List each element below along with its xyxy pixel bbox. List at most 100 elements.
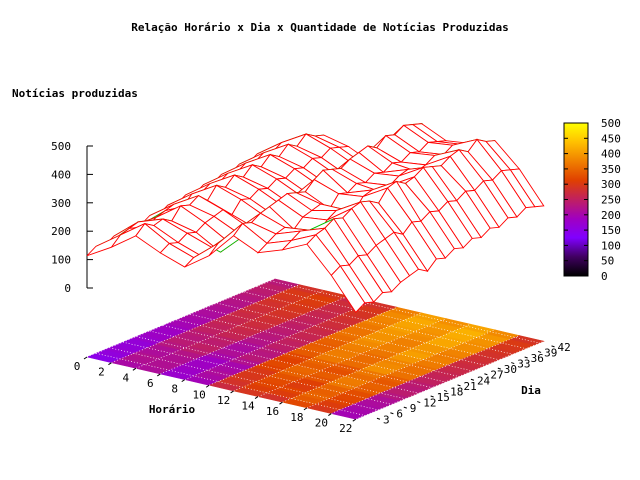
base-grid-line-y <box>230 297 512 363</box>
x-tick-label: 14 <box>241 400 255 413</box>
chart-title: Relação Horário x Dia x Quantidade de No… <box>131 21 509 34</box>
base-grid-line-y <box>122 341 404 408</box>
y-tick-label: 42 <box>558 341 571 354</box>
x-tick-label: 8 <box>171 383 178 396</box>
base-grid-line-x <box>355 340 544 420</box>
colorbar-tick-label: 150 <box>601 224 621 237</box>
y-tick-label: 3 <box>383 413 390 426</box>
base-grid <box>86 278 552 420</box>
base-grid-line-y <box>109 347 391 414</box>
y-tick-mark <box>470 378 475 381</box>
x-tick-mark <box>83 356 88 360</box>
y-tick-label: 27 <box>490 369 503 382</box>
z-axis-label: Notícias produzidas <box>12 87 138 100</box>
base-grid-line-x <box>111 284 300 363</box>
base-grid-line-y <box>136 336 418 402</box>
x-tick-label: 2 <box>98 366 105 379</box>
x-tick-mark <box>108 362 112 366</box>
z-tick-label: 0 <box>64 282 71 295</box>
base-grid-line-y <box>270 280 552 347</box>
colorbar-tick-label: 100 <box>601 239 621 252</box>
colorbar-tick-label: 300 <box>601 178 621 191</box>
base-grid-line-y <box>163 325 445 391</box>
colorbar-tick-label: 200 <box>601 209 621 222</box>
y-tick-mark <box>417 401 421 404</box>
base-grid-line-x <box>282 323 471 403</box>
colorbar-tick-label: 450 <box>601 132 621 145</box>
colorbar-tick-label: 350 <box>601 163 621 176</box>
base-grid-line-x <box>184 301 373 380</box>
y-tick-label: 12 <box>423 397 436 410</box>
x-tick-mark <box>181 379 186 383</box>
base-grid-line-x <box>135 289 325 369</box>
x-tick-mark <box>352 418 357 422</box>
base-grid-line-x <box>306 329 496 409</box>
base-grid-line-y <box>189 313 472 380</box>
colorbar-tick-label: 500 <box>601 117 621 130</box>
y-tick-label: 15 <box>437 391 450 404</box>
base-grid-line-y <box>257 286 539 352</box>
y-tick-label: 18 <box>450 385 463 398</box>
y-tick-mark <box>497 367 501 370</box>
x-tick-label: 6 <box>147 377 154 390</box>
z-tick-label: 100 <box>51 254 71 267</box>
base-grid-line-x <box>233 312 422 392</box>
x-tick-mark <box>254 396 259 399</box>
y-tick-label: 9 <box>410 402 417 415</box>
x-tick-label: 16 <box>266 405 279 418</box>
y-tick-label: 30 <box>504 363 517 376</box>
z-tick-label: 200 <box>51 225 71 238</box>
x-tick-label: 4 <box>123 371 130 384</box>
x-axis-ticks: 0 2 4 6 8 10 12 14 16 18 20 22 <box>74 356 357 435</box>
colorbar-ticks: 0 50 100 150 200 250 300 350 400 450 500 <box>564 117 621 283</box>
colorbar-tick-label: 250 <box>601 194 621 207</box>
z-tick-label: 500 <box>51 140 71 153</box>
base-grid-line-y <box>216 302 498 369</box>
colorbar-tick-label: 0 <box>601 270 608 283</box>
y-tick-mark <box>390 412 394 415</box>
y-tick-label: 6 <box>396 408 403 421</box>
z-axis: 0 100 200 300 400 500 <box>51 140 93 295</box>
x-tick-mark <box>157 373 161 377</box>
x-tick-label: 18 <box>290 411 303 424</box>
base-grid-line-x <box>86 278 276 358</box>
x-tick-mark <box>205 384 210 388</box>
y-axis-ticks: 3 6 9 12 15 18 21 24 27 30 33 36 39 42 <box>376 341 571 426</box>
y-tick-mark <box>457 384 461 387</box>
x-tick-label: 12 <box>217 394 230 407</box>
x-tick-mark <box>328 413 332 416</box>
y-tick-mark <box>430 395 434 398</box>
surface-cell <box>330 265 366 313</box>
y-tick-mark <box>403 406 407 409</box>
base-color-map <box>86 278 545 420</box>
base-grid-line-y <box>149 330 431 397</box>
colorbar-tick-label: 50 <box>601 255 614 268</box>
base-grid-line-y <box>176 319 458 386</box>
colorbar-tick-label: 400 <box>601 148 621 161</box>
y-tick-mark <box>511 362 515 365</box>
y-tick-label: 24 <box>477 374 491 387</box>
x-tick-mark <box>279 401 283 405</box>
base-grid-line-x <box>331 335 520 414</box>
base-grid-line-x <box>160 295 349 375</box>
base-map-cell <box>509 335 545 346</box>
y-tick-mark <box>484 373 488 376</box>
x-tick-label: 0 <box>74 360 81 373</box>
y-tick-mark <box>443 389 448 392</box>
x-tick-label: 22 <box>339 422 352 435</box>
y-tick-label: 21 <box>464 380 477 393</box>
x-tick-label: 20 <box>315 417 328 430</box>
x-axis-label: Horário <box>149 403 196 416</box>
surface-mesh <box>86 123 545 313</box>
colorbar: 0 50 100 150 200 250 300 350 400 450 500 <box>563 117 621 283</box>
y-tick-mark <box>537 350 542 353</box>
y-tick-label: 39 <box>544 346 557 359</box>
x-tick-mark <box>132 367 137 371</box>
z-tick-label: 300 <box>51 197 71 210</box>
y-tick-mark <box>376 417 381 420</box>
y-tick-mark <box>551 345 555 348</box>
base-grid-line-x <box>209 306 398 386</box>
y-axis-label: Dia <box>521 384 541 397</box>
base-grid-line-y <box>203 308 485 375</box>
